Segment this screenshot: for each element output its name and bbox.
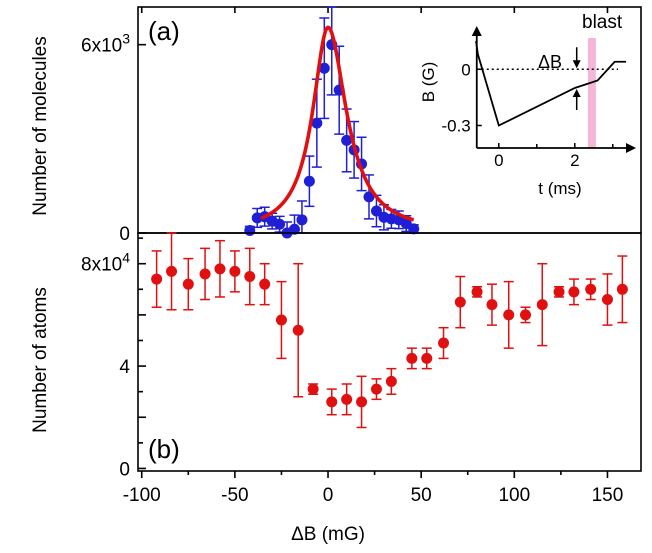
atom-data-point bbox=[585, 283, 597, 295]
atom-data-point bbox=[166, 265, 178, 277]
molecule-data-point bbox=[288, 223, 300, 235]
atom-data-point bbox=[568, 286, 580, 298]
panel-b-y-tick-label: 4 bbox=[119, 357, 130, 378]
inset-x-axis-label: t (ms) bbox=[538, 179, 581, 198]
molecule-data-point bbox=[370, 205, 382, 217]
atom-data-point bbox=[275, 314, 287, 326]
inset-x-tick-label: 2 bbox=[570, 151, 579, 170]
atom-data-point bbox=[259, 278, 271, 290]
atom-data-point bbox=[370, 383, 382, 395]
inset-chart: blast t (ms) B (G) ΔB 0 2 0 -0.3 bbox=[419, 12, 636, 198]
atom-data-point bbox=[421, 352, 433, 364]
inset-delta-b-label: ΔB bbox=[538, 52, 562, 72]
molecule-data-point bbox=[408, 223, 420, 235]
panel-b: (b) Number of atoms ΔB (mG) 0 4 8x104 -100 -… bbox=[30, 232, 642, 545]
x-tick-label: 150 bbox=[592, 485, 624, 506]
atom-data-point bbox=[326, 396, 338, 408]
atom-data-point bbox=[616, 283, 628, 295]
atom-data-point bbox=[406, 352, 418, 364]
molecule-data-point bbox=[363, 191, 375, 203]
inset-x-tick-label: 0 bbox=[494, 151, 503, 170]
atom-data-point bbox=[182, 278, 194, 290]
x-axis-label: ΔB (mG) bbox=[291, 524, 365, 545]
atom-data-point bbox=[214, 263, 226, 275]
atom-data-point bbox=[292, 324, 304, 336]
molecule-data-point bbox=[274, 218, 286, 230]
x-tick-label: -50 bbox=[221, 485, 248, 506]
atom-data-point bbox=[438, 337, 450, 349]
panel-a-y-axis-label: Number of molecules bbox=[30, 36, 51, 216]
inset-y-tick-label: -0.3 bbox=[441, 117, 470, 136]
atom-data-point bbox=[151, 273, 163, 285]
panel-a-y-tick-label: 0 bbox=[119, 224, 130, 245]
panel-b-label: (b) bbox=[148, 434, 180, 464]
atom-data-point bbox=[244, 271, 256, 283]
x-tick-label: -100 bbox=[123, 485, 161, 506]
inset-delta-b-arrowhead bbox=[572, 89, 581, 97]
fit-curve bbox=[260, 25, 415, 222]
inset-x-arrow bbox=[626, 143, 636, 153]
panel-a-y-tick-label: 6x103 bbox=[81, 31, 130, 57]
molecule-data-point bbox=[296, 214, 308, 226]
blast-pulse-band bbox=[587, 38, 596, 148]
atom-data-point bbox=[356, 396, 368, 408]
atom-data-point bbox=[519, 309, 531, 321]
atom-data-point bbox=[199, 268, 211, 280]
atom-data-point bbox=[536, 299, 548, 311]
atom-data-point bbox=[486, 299, 498, 311]
inset-field-curve bbox=[475, 41, 627, 127]
molecule-data-point bbox=[318, 62, 330, 74]
atom-data-point bbox=[553, 286, 565, 298]
atom-data-point bbox=[385, 375, 397, 387]
molecule-data-point bbox=[311, 117, 323, 129]
inset-delta-b-arrowhead bbox=[572, 60, 581, 69]
panel-b-y-tick-label: 8x104 bbox=[81, 250, 130, 276]
panel-b-y-tick-label: 0 bbox=[119, 459, 130, 480]
atom-data-point bbox=[341, 393, 353, 405]
atom-data-point bbox=[229, 265, 241, 277]
molecule-data-point bbox=[341, 134, 353, 146]
panel-a-frame bbox=[137, 6, 642, 234]
inset-y-arrow bbox=[471, 26, 482, 36]
x-tick-label: 50 bbox=[411, 485, 432, 506]
panel-a-label: (a) bbox=[148, 16, 180, 46]
x-tick-label: 100 bbox=[498, 485, 530, 506]
atom-data-point bbox=[601, 294, 613, 306]
atom-data-point bbox=[471, 286, 483, 298]
atom-data-point bbox=[454, 296, 466, 308]
x-tick-label: 0 bbox=[323, 485, 334, 506]
molecule-data-point bbox=[303, 175, 315, 187]
atom-data-point bbox=[307, 383, 319, 395]
inset-y-tick-label: 0 bbox=[461, 60, 470, 79]
panel-b-y-axis-label: Number of atoms bbox=[30, 287, 51, 433]
panel-b-frame bbox=[137, 232, 642, 472]
inset-y-axis-label: B (G) bbox=[419, 62, 438, 103]
molecule-data-point bbox=[244, 224, 256, 236]
atom-data-point bbox=[503, 309, 515, 321]
inset-blast-label: blast bbox=[582, 12, 623, 33]
panel-a: (a) Number of molecules 0 6x103 bbox=[30, 6, 642, 245]
